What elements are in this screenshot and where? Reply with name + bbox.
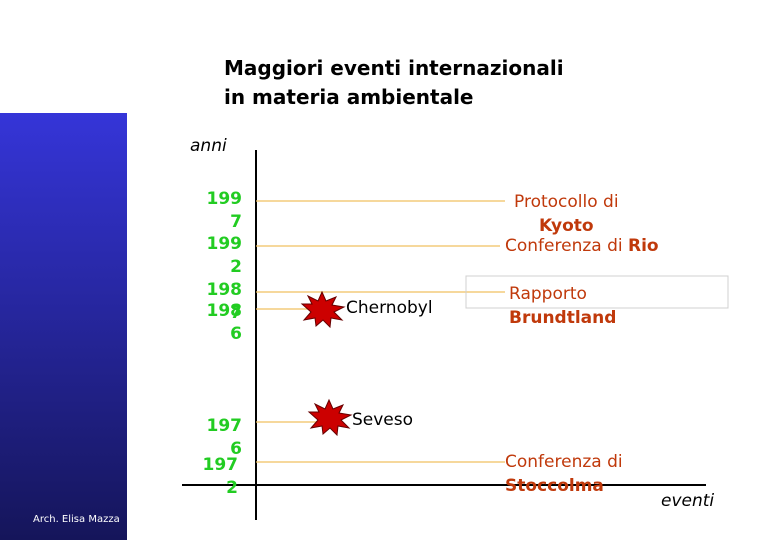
event-label: Conferenza di Stoccolma (505, 450, 623, 498)
year-label: 1972 (202, 455, 239, 498)
explosion-icon (300, 290, 346, 329)
highlight-box (465, 275, 729, 309)
explosion-icon (307, 398, 353, 437)
side-bar (0, 113, 127, 540)
event-label: Rapporto Brundtland (509, 282, 616, 330)
year-label: 1986 (206, 301, 243, 344)
event-label: Protocollo di Kyoto (514, 190, 619, 238)
year-label: 1997 (206, 189, 243, 232)
event-bold: Kyoto (538, 216, 594, 236)
year-label: 1992 (206, 234, 243, 277)
event-label: Conferenza di Rio (505, 234, 659, 258)
x-axis-label: eventi (661, 491, 715, 511)
incident-label: Seveso (352, 410, 414, 430)
event-text: Protocollo di (514, 192, 619, 212)
event-text: Rapporto (509, 284, 587, 304)
title-line: Maggiori eventi internazionali (224, 56, 564, 80)
year-lines (256, 200, 505, 463)
footer: Arch. Elisa Mazza (33, 514, 120, 525)
event-text: Conferenza di (505, 236, 623, 256)
title-line: in materia ambientale (224, 85, 474, 109)
y-axis-label: anni (190, 136, 227, 156)
event-text: Conferenza di (505, 452, 623, 472)
incident-label: Chernobyl (346, 298, 433, 318)
year-label: 1976 (206, 416, 243, 459)
event-bold: Rio (628, 236, 659, 256)
year-label: 1987 (206, 280, 243, 323)
event-bold: Stoccolma (505, 476, 604, 496)
event-bold: Brundtland (509, 308, 617, 328)
